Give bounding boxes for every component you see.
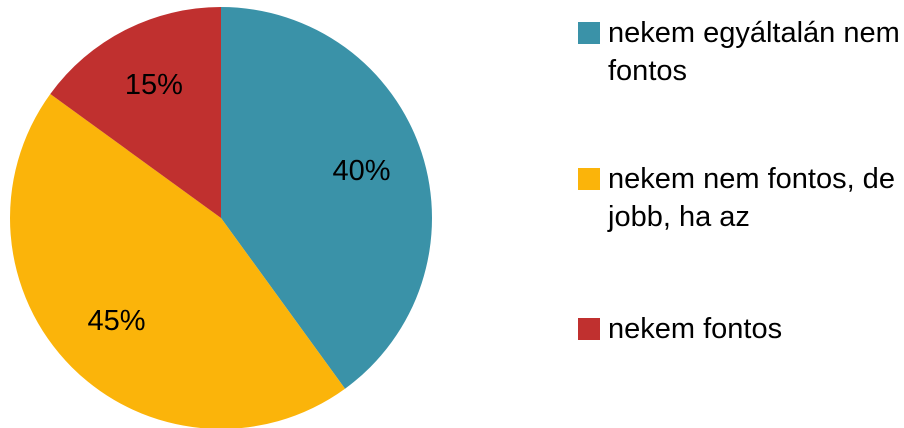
legend-label: nekem fontos: [608, 313, 783, 345]
legend-swatch: [578, 168, 600, 190]
pie-slice: [221, 7, 432, 389]
legend-label: nekem egyáltalán nem fontos: [608, 17, 900, 87]
data-label: 45%: [88, 305, 146, 337]
legend-entry: nekem nem fontos, de jobb, ha az: [578, 160, 904, 236]
legend-entry: nekem fontos: [578, 310, 904, 348]
legend-swatch: [578, 22, 600, 44]
legend-label: nekem nem fontos, de jobb, ha az: [608, 163, 895, 233]
legend-swatch: [578, 318, 600, 340]
pie-slice: [50, 7, 222, 218]
data-label: 40%: [332, 155, 390, 187]
data-label: 15%: [125, 69, 183, 101]
legend-entry: nekem egyáltalán nem fontos: [578, 14, 904, 90]
pie-area: 40% 45% 15%: [10, 7, 432, 428]
pie-slice: [10, 93, 346, 428]
